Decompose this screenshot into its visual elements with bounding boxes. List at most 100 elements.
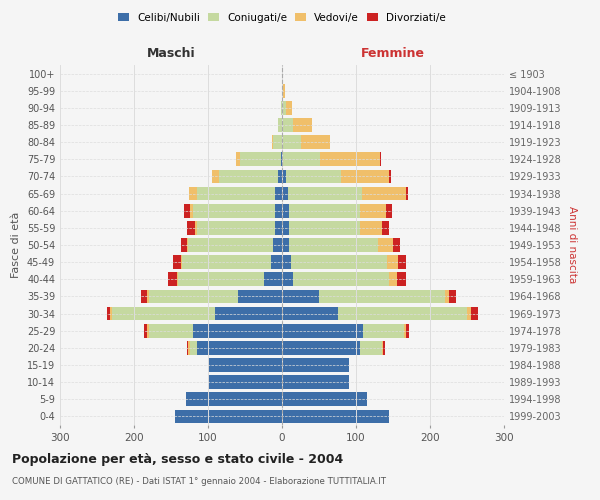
Legend: Celibi/Nubili, Coniugati/e, Vedovi/e, Divorziati/e: Celibi/Nubili, Coniugati/e, Vedovi/e, Di… <box>118 12 446 22</box>
Bar <box>289 221 360 234</box>
Bar <box>187 341 188 354</box>
Bar <box>278 118 282 132</box>
Bar <box>386 204 392 218</box>
Bar <box>364 324 404 338</box>
Bar <box>148 290 149 304</box>
Bar <box>178 272 263 286</box>
Bar <box>168 272 177 286</box>
Bar <box>282 118 293 132</box>
Bar <box>406 186 408 200</box>
Bar <box>380 152 381 166</box>
Bar <box>275 221 282 234</box>
Bar <box>281 101 282 114</box>
Bar <box>341 170 389 183</box>
Bar <box>286 170 341 183</box>
Bar <box>282 392 367 406</box>
Bar <box>282 152 283 166</box>
Bar <box>263 272 282 286</box>
Bar <box>378 238 393 252</box>
Bar <box>219 170 278 183</box>
Bar <box>389 170 391 183</box>
Bar <box>175 410 282 424</box>
Bar <box>282 358 349 372</box>
Bar <box>319 290 445 304</box>
Y-axis label: Fasce di età: Fasce di età <box>11 212 21 278</box>
Text: COMUNE DI GATTATICO (RE) - Dati ISTAT 1° gennaio 2004 - Elaborazione TUTTITALIA.: COMUNE DI GATTATICO (RE) - Dati ISTAT 1°… <box>12 478 386 486</box>
Bar <box>282 136 301 149</box>
Bar <box>273 136 282 149</box>
Bar <box>275 204 282 218</box>
Text: Maschi: Maschi <box>146 47 196 60</box>
Bar <box>289 238 378 252</box>
Bar <box>197 341 282 354</box>
Bar <box>293 118 311 132</box>
Bar <box>471 306 478 320</box>
Bar <box>240 152 281 166</box>
Bar <box>208 358 282 372</box>
Bar <box>149 324 193 338</box>
Bar <box>275 186 282 200</box>
Bar <box>282 84 283 98</box>
Bar <box>449 290 456 304</box>
Bar <box>190 204 193 218</box>
Bar <box>190 186 197 200</box>
Bar <box>273 238 282 252</box>
Bar <box>282 238 289 252</box>
Bar <box>188 238 273 252</box>
Bar <box>282 324 364 338</box>
Bar <box>286 101 292 114</box>
Bar <box>383 341 385 354</box>
Bar <box>182 256 271 269</box>
Bar <box>337 306 467 320</box>
Bar <box>282 101 286 114</box>
Bar <box>193 204 275 218</box>
Bar <box>208 376 282 389</box>
Bar <box>360 221 382 234</box>
Bar <box>181 238 187 252</box>
Bar <box>181 256 182 269</box>
Bar <box>112 306 215 320</box>
Bar <box>173 256 181 269</box>
Bar <box>301 136 330 149</box>
Bar <box>188 341 190 354</box>
Bar <box>288 186 362 200</box>
Bar <box>107 306 110 320</box>
Bar <box>187 221 194 234</box>
Bar <box>293 272 389 286</box>
Bar <box>197 186 275 200</box>
Bar <box>283 152 320 166</box>
Bar <box>184 204 190 218</box>
Bar <box>282 186 288 200</box>
Bar <box>272 136 273 149</box>
Bar <box>291 256 387 269</box>
Bar <box>320 152 380 166</box>
Bar <box>282 272 293 286</box>
Bar <box>362 186 406 200</box>
Bar <box>278 170 282 183</box>
Bar <box>282 306 337 320</box>
Bar <box>186 392 282 406</box>
Bar <box>110 306 112 320</box>
Bar <box>393 238 400 252</box>
Bar <box>236 152 240 166</box>
Bar <box>282 376 349 389</box>
Bar <box>360 341 382 354</box>
Bar <box>282 221 289 234</box>
Bar <box>282 256 291 269</box>
Bar <box>406 324 409 338</box>
Bar <box>193 324 282 338</box>
Bar <box>389 272 397 286</box>
Bar <box>190 341 197 354</box>
Bar <box>194 221 197 234</box>
Bar <box>142 290 148 304</box>
Bar <box>282 204 289 218</box>
Bar <box>282 410 389 424</box>
Bar <box>177 272 178 286</box>
Bar <box>282 341 360 354</box>
Bar <box>238 290 282 304</box>
Bar <box>187 238 188 252</box>
Bar <box>215 306 282 320</box>
Bar <box>212 170 219 183</box>
Bar <box>382 221 389 234</box>
Bar <box>145 324 146 338</box>
